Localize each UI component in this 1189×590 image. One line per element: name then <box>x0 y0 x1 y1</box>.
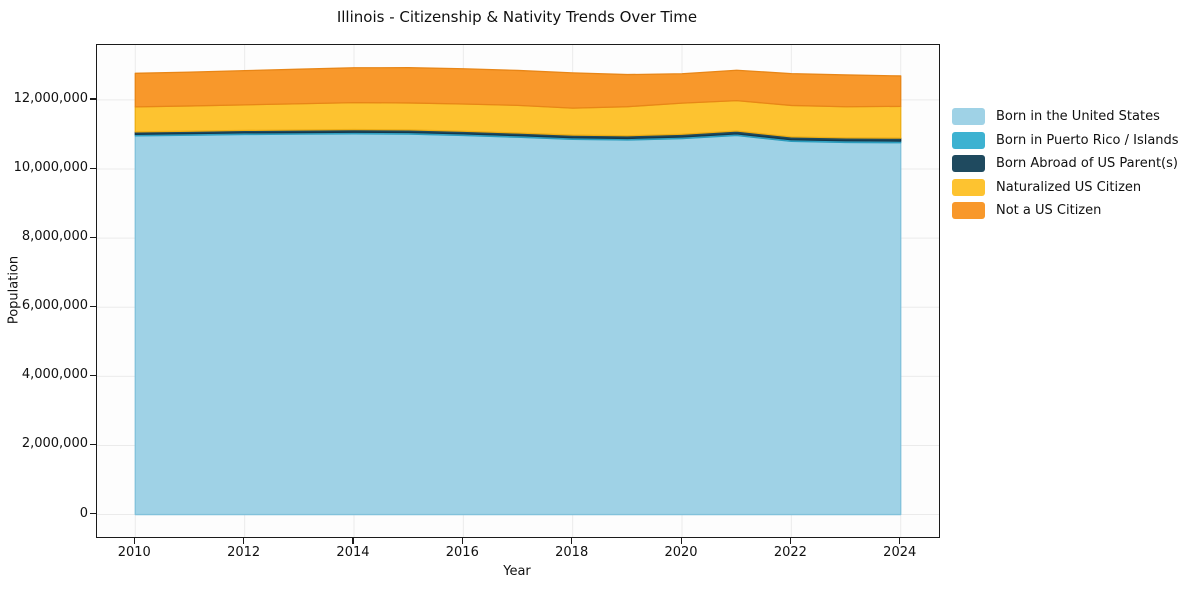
legend-item: Born Abroad of US Parent(s) <box>952 155 1179 172</box>
legend-item: Born in Puerto Rico / Islands <box>952 131 1179 149</box>
legend-swatch-puerto-rico <box>952 131 985 149</box>
x-tick-label: 2020 <box>664 545 698 560</box>
x-tick-label: 2022 <box>773 545 807 560</box>
plot-area <box>96 44 940 538</box>
x-tick-mark <box>899 537 901 544</box>
x-tick-mark <box>352 537 354 544</box>
y-tick-mark <box>90 167 96 169</box>
x-tick-label: 2010 <box>117 545 151 560</box>
y-tick-label: 12,000,000 <box>13 90 88 106</box>
y-tick-mark <box>90 443 96 446</box>
area-series-0 <box>134 133 902 516</box>
x-tick-mark <box>461 537 463 544</box>
y-tick-label: 4,000,000 <box>21 367 88 383</box>
y-tick-mark <box>90 98 96 100</box>
y-axis-label: Population <box>6 255 22 325</box>
y-tick-label: 0 <box>79 505 88 521</box>
x-tick-mark <box>789 537 792 544</box>
legend-swatch-not-citizen <box>952 202 985 219</box>
x-tick-label: 2012 <box>227 545 261 560</box>
legend: Born in the United States Born in Puerto… <box>952 108 1179 226</box>
y-tick-mark <box>90 374 96 377</box>
legend-item: Not a US Citizen <box>952 202 1179 219</box>
legend-item: Born in the United States <box>952 108 1179 125</box>
legend-label: Born in Puerto Rico / Islands <box>996 132 1179 148</box>
legend-label: Not a US Citizen <box>996 203 1102 218</box>
legend-label: Born in the United States <box>996 109 1160 124</box>
x-axis-label: Year <box>503 564 531 579</box>
legend-swatch-born-abroad <box>952 155 985 172</box>
legend-swatch-born-us <box>952 108 985 125</box>
y-tick-label: 10,000,000 <box>13 160 88 176</box>
legend-item: Naturalized US Citizen <box>952 178 1179 196</box>
y-tick-mark <box>90 513 96 515</box>
area-series-4 <box>134 67 902 109</box>
y-tick-label: 6,000,000 <box>21 298 88 314</box>
x-tick-label: 2016 <box>445 545 479 560</box>
legend-label: Naturalized US Citizen <box>996 179 1142 195</box>
x-tick-label: 2024 <box>883 545 917 560</box>
x-tick-label: 2014 <box>336 545 370 560</box>
legend-label: Born Abroad of US Parent(s) <box>996 156 1178 171</box>
y-tick-mark <box>90 305 96 307</box>
y-tick-label: 8,000,000 <box>21 229 88 245</box>
y-tick-label: 2,000,000 <box>21 436 88 452</box>
x-tick-mark <box>571 537 573 544</box>
x-tick-label: 2018 <box>555 545 589 560</box>
stacked-area-chart <box>97 45 939 537</box>
legend-swatch-naturalized <box>952 178 985 196</box>
x-tick-mark <box>133 537 135 544</box>
x-tick-mark <box>243 537 245 544</box>
chart-title: Illinois - Citizenship & Nativity Trends… <box>336 8 698 26</box>
y-tick-mark <box>90 236 96 238</box>
x-tick-mark <box>680 537 682 544</box>
